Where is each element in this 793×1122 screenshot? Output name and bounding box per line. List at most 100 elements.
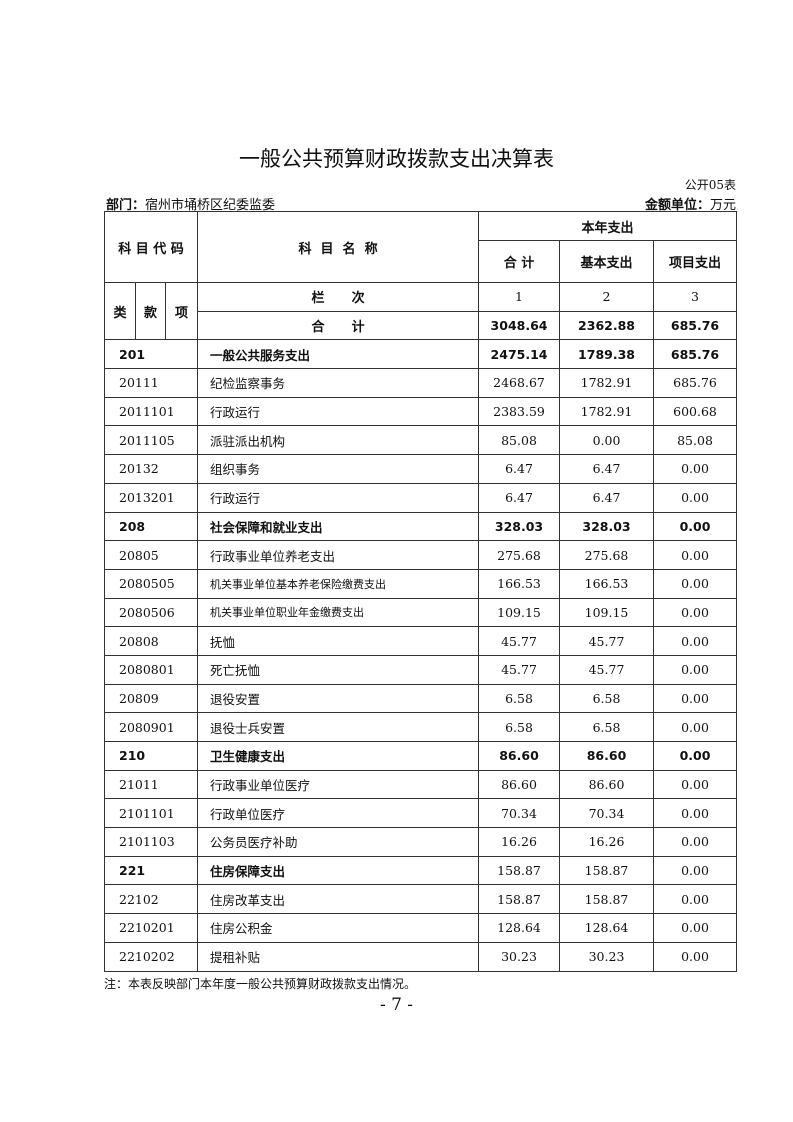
row-project: 600.68 [653, 396, 738, 427]
row-project: 0.00 [653, 884, 738, 915]
table-row: 208 社会保障和就业支出 328.03 328.03 0.00 [103, 511, 738, 542]
row-total: 6.58 [478, 712, 561, 742]
row-total: 70.34 [478, 798, 561, 829]
column-index-label: 栏 次 [197, 282, 480, 312]
form-number: 公开05表 [684, 178, 736, 192]
table-row: 20805 行政事业单位养老支出 275.68 275.68 0.00 [103, 540, 738, 570]
row-project: 0.00 [653, 798, 738, 829]
row-project: 0.00 [653, 941, 738, 972]
row-basic: 158.87 [559, 884, 655, 915]
row-basic: 158.87 [559, 855, 655, 886]
row-project: 0.00 [653, 683, 738, 714]
table-row: 2210202 提租补贴 30.23 30.23 0.00 [103, 941, 738, 972]
row-total: 275.68 [478, 540, 561, 570]
header-xiang: 项 [164, 281, 199, 341]
table-row: 2080901 退役士兵安置 6.58 6.58 0.00 [103, 712, 738, 742]
row-basic: 328.03 [559, 511, 655, 542]
table-row: 20111 纪检监察事务 2468.67 1782.91 685.76 [103, 368, 738, 398]
row-project: 0.00 [653, 855, 738, 886]
row-project: 0.00 [653, 454, 738, 484]
row-code: 20805 [103, 540, 199, 570]
row-basic: 6.58 [559, 712, 655, 742]
row-project: 0.00 [653, 712, 738, 742]
row-total: 328.03 [478, 511, 561, 542]
row-total: 45.77 [478, 626, 561, 656]
row-project: 0.00 [653, 482, 738, 513]
sum-project: 685.76 [653, 310, 738, 341]
row-code: 20809 [103, 683, 199, 714]
row-total: 2475.14 [478, 339, 561, 370]
row-code: 2080506 [103, 597, 199, 628]
sum-basic: 2362.88 [559, 310, 655, 341]
row-project: 0.00 [653, 540, 738, 570]
row-basic: 6.58 [559, 683, 655, 714]
header-code: 科 目 代 码 [103, 211, 199, 283]
row-code: 20808 [103, 626, 199, 656]
row-name: 行政事业单位养老支出 [197, 540, 480, 570]
row-code: 21011 [103, 769, 199, 800]
table-row: 2101103 公务员医疗补助 16.26 16.26 0.00 [103, 827, 738, 857]
row-name: 行政事业单位医疗 [197, 769, 480, 800]
row-name: 行政单位医疗 [197, 798, 480, 829]
row-code: 2101103 [103, 827, 199, 857]
row-name: 死亡抚恤 [197, 654, 480, 685]
row-code: 22102 [103, 884, 199, 915]
row-name: 派驻派出机构 [197, 425, 480, 456]
row-project: 0.00 [653, 654, 738, 685]
table-row: 210 卫生健康支出 86.60 86.60 0.00 [103, 741, 738, 771]
unit-label: 金额单位： [644, 198, 710, 213]
department-value: 宿州市埇桥区纪委监委 [145, 198, 276, 213]
row-basic: 166.53 [559, 568, 655, 599]
column-index-2: 2 [559, 282, 655, 312]
row-basic: 0.00 [559, 425, 655, 456]
row-total: 158.87 [478, 884, 561, 915]
row-code: 201 [103, 339, 199, 370]
row-basic: 275.68 [559, 540, 655, 570]
row-name: 公务员医疗补助 [197, 827, 480, 857]
header-basic: 基本支出 [559, 240, 655, 283]
row-project: 0.00 [653, 511, 738, 542]
row-total: 158.87 [478, 855, 561, 886]
row-code: 2080901 [103, 712, 199, 742]
row-total: 6.47 [478, 454, 561, 484]
row-project: 0.00 [653, 827, 738, 857]
row-name: 行政运行 [197, 482, 480, 513]
department: 部门：宿州市埇桥区纪委监委 [106, 194, 275, 213]
row-name: 退役安置 [197, 683, 480, 714]
row-code: 221 [103, 855, 199, 886]
page-number: - 7 - [379, 995, 414, 1015]
row-total: 6.47 [478, 482, 561, 513]
table-row: 20808 抚恤 45.77 45.77 0.00 [103, 626, 738, 656]
row-basic: 128.64 [559, 913, 655, 943]
row-code: 2013201 [103, 482, 199, 513]
row-basic: 30.23 [559, 941, 655, 972]
table-row: 21011 行政事业单位医疗 86.60 86.60 0.00 [103, 769, 738, 800]
row-project: 85.08 [653, 425, 738, 456]
row-total: 85.08 [478, 425, 561, 456]
row-basic: 45.77 [559, 654, 655, 685]
column-index-3: 3 [653, 282, 738, 312]
row-project: 685.76 [653, 368, 738, 398]
row-project: 0.00 [653, 568, 738, 599]
header-kuan: 款 [135, 281, 166, 341]
row-code: 20111 [103, 368, 199, 398]
row-name: 卫生健康支出 [197, 741, 480, 771]
row-code: 2210201 [103, 913, 199, 943]
table-row: 2080505 机关事业单位基本养老保险缴费支出 166.53 166.53 0.00 [103, 568, 738, 599]
row-basic: 1789.38 [559, 339, 655, 370]
table-row: 20132 组织事务 6.47 6.47 0.00 [103, 454, 738, 484]
row-total: 86.60 [478, 741, 561, 771]
row-basic: 70.34 [559, 798, 655, 829]
row-basic: 109.15 [559, 597, 655, 628]
table-row: 2080506 机关事业单位职业年金缴费支出 109.15 109.15 0.00 [103, 597, 738, 628]
row-code: 2080801 [103, 654, 199, 685]
department-label: 部门： [106, 198, 146, 213]
sum-total: 3048.64 [478, 310, 561, 341]
row-total: 166.53 [478, 568, 561, 599]
row-project: 0.00 [653, 913, 738, 943]
row-name: 住房保障支出 [197, 855, 480, 886]
row-basic: 86.60 [559, 769, 655, 800]
row-name: 提租补贴 [197, 941, 480, 972]
row-code: 2210202 [103, 941, 199, 972]
row-code: 20132 [103, 454, 199, 484]
